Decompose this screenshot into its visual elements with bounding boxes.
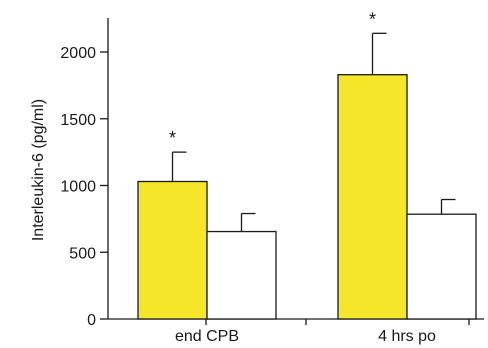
bar [206, 230, 277, 320]
bar [137, 180, 208, 320]
y-tick-label: 1500 [60, 112, 96, 129]
y-tick-label: 2000 [60, 45, 96, 62]
x-category-label: 4 hrs po [378, 328, 436, 345]
bar [406, 213, 477, 320]
labels: 0 500 1000 1500 2000 end CPB 4 hrs po * * [60, 9, 436, 345]
significance-marker: * [169, 128, 176, 148]
bar [337, 74, 408, 320]
y-tick-label: 500 [69, 245, 96, 262]
y-tick-label: 0 [87, 312, 96, 329]
x-category-label: end CPB [175, 328, 239, 345]
significance-marker: * [369, 9, 376, 29]
y-tick-label: 1000 [60, 179, 96, 196]
bars [137, 32, 477, 320]
y-axis-title: Interleukin-6 (pg/ml) [30, 99, 47, 241]
